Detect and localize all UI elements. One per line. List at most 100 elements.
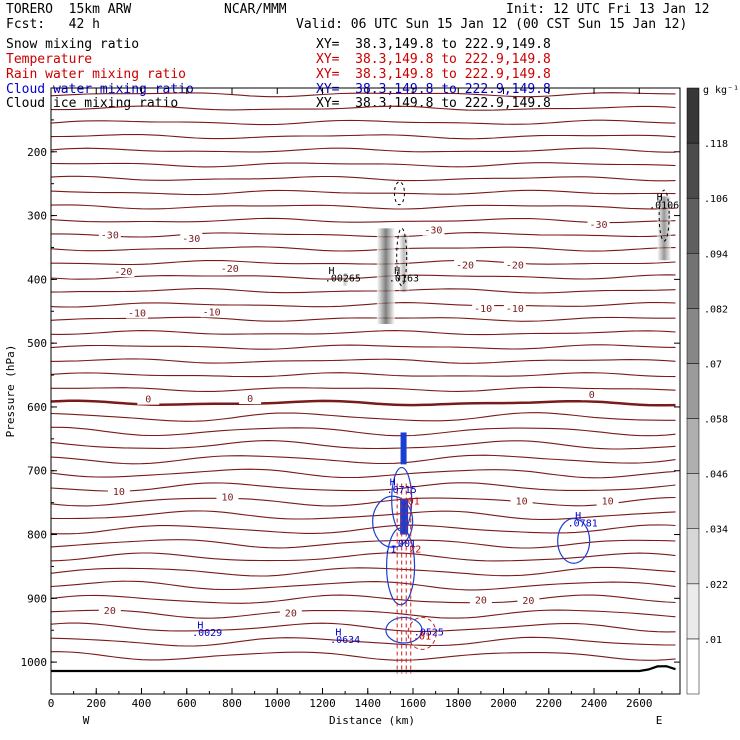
temperature-label-17: 10 [516, 497, 528, 508]
temperature-label-16: 10 [221, 492, 233, 503]
temperature-label-7: -20 [506, 261, 524, 272]
east-label: E [656, 714, 663, 727]
cloud-ice-contour-2 [658, 189, 670, 242]
temperature-label-15: 10 [113, 487, 125, 498]
temperature-label-bg-2 [422, 224, 445, 236]
temperature-contour-0 [51, 92, 676, 98]
temperature-contour-1 [51, 105, 676, 111]
extremum-label-10: .1 [384, 545, 396, 556]
extremum-label-8: .01 [402, 497, 420, 508]
extremum-label-9: .001 [392, 539, 416, 550]
colorbar-swatch-4 [686, 418, 700, 474]
plot-frame [50, 87, 681, 695]
extremum-label-3: .0163 [389, 273, 419, 284]
temperature-contour-17 [51, 330, 676, 336]
temperature-label-bg-3 [587, 218, 610, 230]
temperature-label-20: 20 [285, 608, 297, 619]
extremum-label-15: .0029 [192, 628, 222, 639]
temperature-contour-15 [51, 301, 676, 308]
temperature-contour-21 [51, 386, 676, 392]
y-tick-label-1: 300 [27, 210, 47, 223]
field-xy-cloud-ice: XY= 38.3,149.8 to 222.9,149.8 [316, 96, 551, 111]
temperature-contour-12 [51, 259, 676, 266]
extremum-label-19: .01 [413, 631, 431, 642]
temperature-label-9: -10 [203, 307, 221, 318]
y-tick-label-4: 600 [27, 401, 47, 414]
temperature-contour-11 [51, 246, 676, 252]
colorbar-swatch-1 [686, 583, 700, 640]
temperature-contour-5 [51, 162, 676, 168]
extremum-label-1: .00265 [325, 273, 361, 284]
temperature-contour-14 [51, 288, 676, 294]
colorbar-label-3: .046 [704, 470, 728, 481]
temperature-label-8: -10 [128, 309, 146, 320]
temperature-contour-3 [51, 133, 676, 140]
plot-content: -30 -30 -30 -30 -20 -20 -20 -20 -10 -10 -10 -10 0 0 0 1… [51, 92, 679, 674]
temperature-contour-31 [51, 524, 676, 535]
temperature-label-bg-0 [98, 229, 121, 241]
temperature-contour-6 [51, 175, 676, 182]
cloud-ice-contour-1 [396, 227, 408, 287]
temperature-label-bg-6 [454, 259, 477, 271]
valid-time: Valid: 06 UTC Sun 15 Jan 12 (00 CST Sun … [296, 17, 688, 32]
temperature-contour-27 [51, 468, 676, 479]
temperature-label-0: -30 [101, 231, 119, 242]
temperature-label-bg-5 [218, 262, 241, 274]
temperature-label-bg-22 [517, 595, 540, 607]
temperature-label-bg-10 [472, 303, 495, 315]
temperature-contour-8 [51, 204, 676, 210]
cloud-water-contour-2 [385, 616, 423, 644]
temperature-label-bg-20 [279, 607, 302, 619]
colorbar-swatch-8 [686, 197, 700, 254]
y-tick-label-6: 800 [27, 529, 47, 542]
y-tick-label-0: 200 [27, 146, 47, 159]
axis-layer: 0 200 400 600 800 1000 1200 1400 1600 1800 2000 220… [21, 88, 680, 710]
temperature-contour-34 [51, 566, 676, 577]
temperature-contour-26 [51, 454, 676, 465]
colorbar-swatch-3 [686, 473, 700, 529]
temperature-label-14: 0 [589, 390, 595, 401]
extremum-label-14: H [197, 620, 203, 631]
temperature-label-bg-13 [239, 393, 262, 405]
temperature-contour-40 [51, 651, 676, 661]
temperature-label-22: 20 [522, 596, 534, 607]
temperature-label-bg-7 [503, 259, 526, 271]
temperature-label-10: -10 [474, 304, 492, 315]
temperature-label-bg-15 [107, 486, 130, 498]
temperature-contour-19 [51, 358, 676, 364]
temperature-label-2: -30 [424, 226, 442, 237]
temperature-contour-25 [51, 440, 676, 450]
colorbar-unit: g kg⁻¹ [703, 85, 739, 96]
x-tick-label-8: 1600 [400, 697, 427, 710]
temperature-label-bg-14 [580, 389, 603, 401]
cloud-ice-contour-0 [393, 181, 405, 206]
temperature-label-1: -30 [182, 234, 200, 245]
temperature-contour-29 [51, 496, 676, 507]
temperature-label-bg-18 [596, 495, 619, 507]
temperature-contour-13 [51, 274, 676, 280]
cloud-water-contour-1 [385, 527, 416, 606]
x-tick-label-6: 1200 [309, 697, 336, 710]
init-time: Init: 12 UTC Fri 13 Jan 12 [506, 2, 710, 17]
temperature-label-bg-8 [125, 307, 148, 319]
y-tick-label-2: 400 [27, 273, 47, 286]
west-label: W [83, 714, 90, 727]
extremum-label-18: .0525 [414, 627, 444, 638]
colorbar-swatch-5 [686, 363, 700, 419]
temperature-contour-24 [51, 426, 676, 437]
field-xy-temperature: XY= 38.3,149.8 to 222.9,149.8 [316, 52, 551, 67]
colorbar-label-2: .034 [704, 525, 728, 536]
temperature-label-19: 20 [104, 606, 116, 617]
terrain-line [51, 665, 676, 673]
temperature-label-5: -20 [221, 264, 239, 275]
temperature-contour-32 [51, 539, 676, 549]
extremum-label-13: .0781 [568, 518, 598, 529]
temperature-label-6: -20 [456, 261, 474, 272]
temperature-contour-20 [51, 372, 676, 378]
x-tick-label-12: 2400 [581, 697, 608, 710]
field-name-rain: Rain water mixing ratio [6, 67, 187, 82]
temperature-label-3: -30 [590, 220, 608, 231]
rain-contour-loop [407, 616, 437, 650]
temperature-contour-35 [51, 580, 676, 591]
